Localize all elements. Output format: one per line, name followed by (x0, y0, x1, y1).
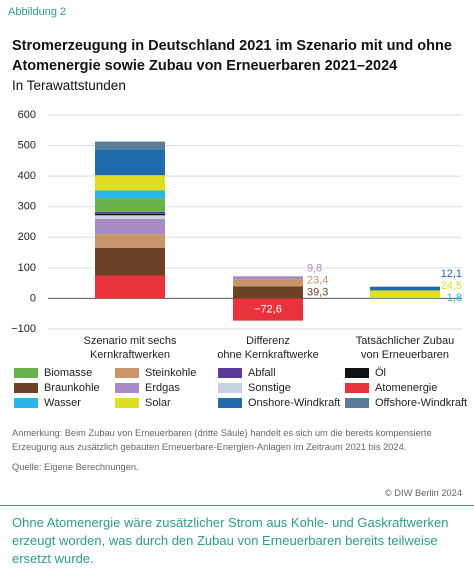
legend-swatch (345, 368, 369, 378)
figure-label: Abbildung 2 (8, 6, 67, 18)
legend-label: Wasser (44, 397, 81, 409)
bar-segment (95, 211, 165, 214)
legend-label: Offshore-Windkraft (375, 397, 467, 409)
legend-label: Öl (375, 367, 386, 379)
y-tick-label: 200 (18, 231, 36, 243)
value-label: 1,8 (447, 292, 462, 304)
legend-label: Steinkohle (145, 367, 196, 379)
legend-label: Solar (145, 397, 171, 409)
source: Quelle: Eigene Berechnungen. (12, 462, 139, 472)
y-tick-label: 100 (18, 262, 36, 274)
value-label: 12,1 (441, 268, 462, 280)
bar-segment (370, 297, 440, 299)
legend-swatch (345, 383, 369, 393)
bar-segment (95, 215, 165, 219)
legend-swatch (345, 398, 369, 408)
legend-swatch (218, 383, 242, 393)
legend-swatch (14, 383, 38, 393)
y-tick-label: −100 (11, 323, 36, 335)
x-tick-label: Differenz (246, 335, 290, 347)
y-tick-label: 300 (18, 201, 36, 213)
value-label: 23,4 (307, 274, 328, 286)
legend-label: Biomasse (44, 367, 92, 379)
legend-swatch (218, 368, 242, 378)
bar-segment (233, 298, 303, 321)
bar-segment (95, 175, 165, 191)
y-tick-label: 600 (18, 109, 36, 121)
legend-swatch (14, 398, 38, 408)
legend-swatch (115, 398, 139, 408)
value-label: −72,6 (254, 303, 282, 315)
bar-segment (95, 198, 165, 212)
legend-label: Braunkohle (44, 382, 100, 394)
bar-segment (95, 275, 165, 299)
bar-segment (95, 213, 165, 216)
value-label: 39,3 (307, 286, 328, 298)
bar-segment (95, 190, 165, 199)
legend-swatch (115, 383, 139, 393)
legend-label: Sonstige (248, 382, 291, 394)
x-tick-label: ohne Kernkraftwerke (217, 349, 319, 361)
value-label: 9,8 (307, 262, 322, 274)
bar-segment (95, 247, 165, 276)
x-tick-label: Szenario mit sechs (84, 335, 177, 347)
legend-swatch (14, 368, 38, 378)
copyright: © DIW Berlin 2024 (384, 488, 462, 498)
divider (0, 505, 474, 506)
note: Anmerkung: Beim Zubau von Erneuerbaren (… (12, 428, 432, 452)
bar-segment (233, 276, 303, 280)
x-tick-label: von Erneuerbaren (361, 349, 449, 361)
legend-label: Abfall (248, 367, 276, 379)
caption: Ohne Atomenergie wäre zusätzlicher Strom… (12, 515, 449, 566)
bar-segment (233, 286, 303, 299)
bar-segment (370, 290, 440, 298)
legend-swatch (115, 368, 139, 378)
bar-segment (95, 141, 165, 150)
legend-label: Atomenergie (375, 382, 437, 394)
chart: −100 0 100 200 300 400 500 600 Szenario mit sech… (11, 109, 467, 409)
y-tick-label: 0 (30, 292, 36, 304)
bar-segment (95, 234, 165, 248)
x-tick-label: Kernkraftwerken (90, 349, 170, 361)
legend-label: Onshore-Windkraft (248, 397, 340, 409)
bar-segment (95, 218, 165, 235)
bar-segment (233, 279, 303, 287)
x-tick-label: Tatsächlicher Zubau (356, 335, 454, 347)
legend-swatch (218, 398, 242, 408)
bar-segment (95, 149, 165, 176)
y-tick-label: 500 (18, 139, 36, 151)
chart-title: Stromerzeugung in Deutschland 2021 im Sz… (12, 38, 452, 74)
value-label: 24,5 (441, 280, 462, 292)
legend-label: Erdgas (145, 382, 180, 394)
chart-subtitle: In Terawattstunden (12, 78, 126, 93)
bar-segment (370, 286, 440, 291)
y-tick-label: 400 (18, 170, 36, 182)
